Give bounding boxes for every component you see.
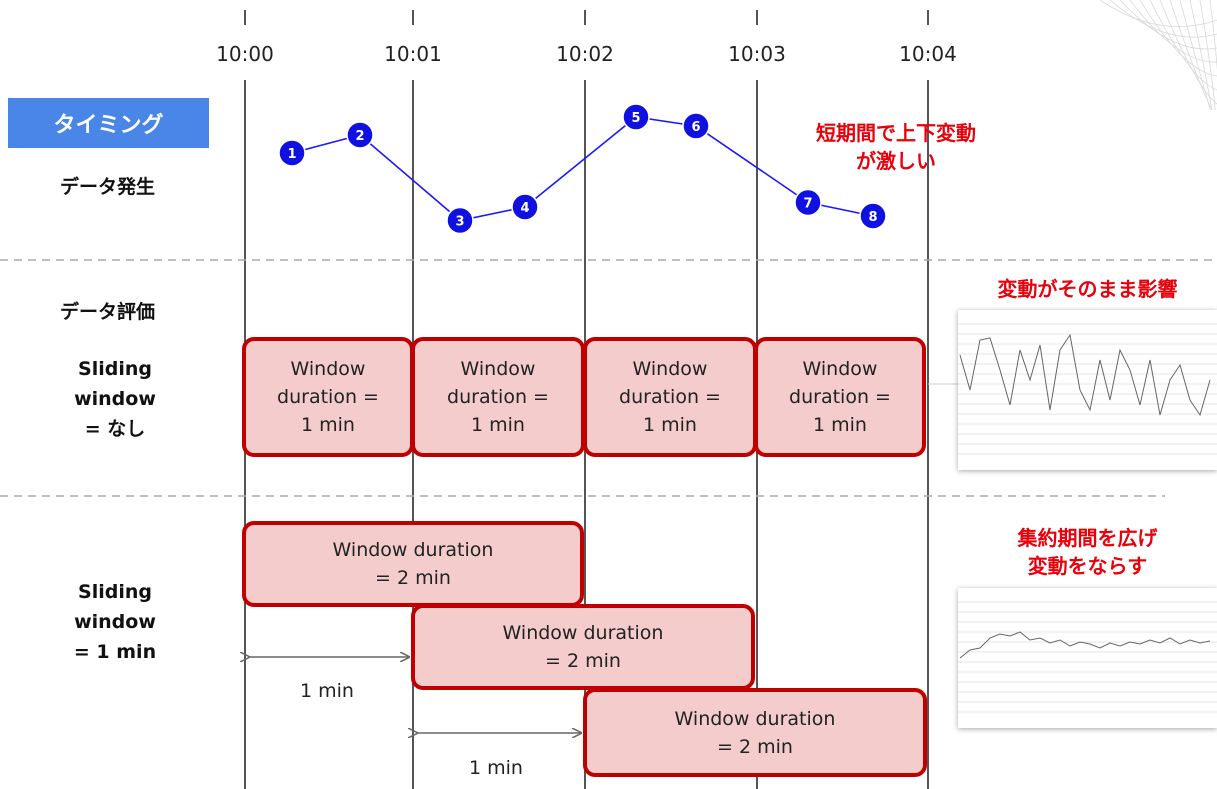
data-point: 3 bbox=[446, 206, 474, 235]
fluctuation-note: 短期間で上下変動 が激しい bbox=[816, 121, 976, 173]
data-evaluation-label: データ評価 bbox=[59, 301, 155, 323]
data-series-line bbox=[291, 116, 874, 222]
raw-fluctuation-thumbnail bbox=[958, 310, 1217, 470]
smoothed-thumbnail bbox=[958, 588, 1217, 728]
time-label: 10:03 bbox=[728, 42, 786, 66]
data-point-label: 1 bbox=[287, 147, 296, 162]
data-point: 1 bbox=[278, 139, 306, 167]
interval-label: 1 min bbox=[469, 757, 523, 779]
interval-label: 1 min bbox=[300, 680, 354, 702]
time-label: 10:02 bbox=[556, 42, 614, 66]
data-point-label: 3 bbox=[455, 215, 464, 230]
sliding-window-box: Window duration = 2 min bbox=[242, 521, 584, 607]
sliding-window-none-label: Sliding window = なし bbox=[74, 358, 156, 440]
data-point-label: 7 bbox=[803, 197, 812, 212]
time-label: 10:01 bbox=[384, 42, 442, 66]
window-box: Window duration = 1 min bbox=[411, 337, 585, 457]
sliding-window-1min-label: Sliding window = 1 min bbox=[73, 581, 157, 663]
direct-effect-note: 変動がそのまま影響 bbox=[997, 277, 1178, 301]
data-point: 2 bbox=[346, 121, 374, 149]
sliding-window-box: Window duration = 2 min bbox=[411, 604, 755, 690]
smoothing-note: 集約期間を広げ 変動をならす bbox=[1017, 526, 1158, 578]
data-point-label: 4 bbox=[520, 201, 529, 216]
data-point-label: 8 bbox=[868, 210, 877, 225]
window-box: Window duration = 1 min bbox=[242, 337, 414, 457]
data-point-label: 5 bbox=[631, 111, 640, 126]
sliding-window-box: Window duration = 2 min bbox=[583, 688, 927, 777]
data-point: 5 bbox=[622, 103, 650, 131]
data-point-label: 2 bbox=[355, 129, 364, 144]
corner-mesh-decoration bbox=[1099, 0, 1217, 110]
data-point: 8 bbox=[859, 202, 887, 230]
time-label: 10:00 bbox=[216, 42, 274, 66]
data-point: 7 bbox=[794, 188, 822, 217]
window-box: Window duration = 1 min bbox=[583, 337, 757, 457]
data-point: 6 bbox=[682, 112, 710, 140]
data-point-label: 6 bbox=[691, 120, 700, 135]
data-point: 4 bbox=[511, 193, 539, 221]
window-box: Window duration = 1 min bbox=[754, 337, 926, 457]
time-label: 10:04 bbox=[899, 42, 957, 66]
timing-badge: タイミング bbox=[8, 98, 209, 148]
data-generation-label: データ発生 bbox=[59, 176, 155, 198]
